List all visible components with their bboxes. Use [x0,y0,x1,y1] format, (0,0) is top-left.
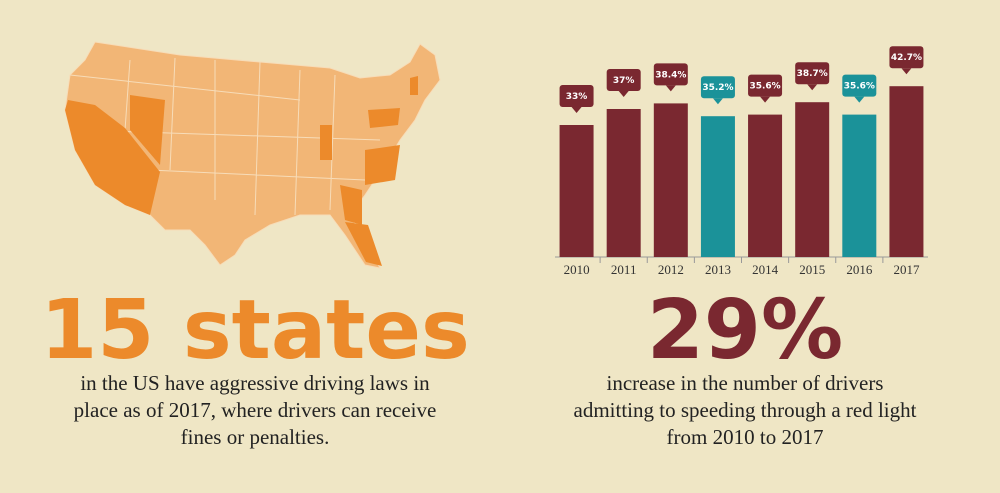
value-label-pointer [901,68,912,75]
value-label: 38.7% [797,69,828,79]
bar [653,103,688,258]
value-label-box [748,74,783,97]
bar-chart: 2010 33% 2011 37% 2012 38.4% 2013 35.2% 2014 35.6… [555,46,928,277]
us-map [64,41,441,269]
value-label-box [889,46,924,69]
x-tick-label: 2010 [564,262,590,277]
value-label-box [795,62,830,85]
x-tick-label: 2015 [799,262,825,277]
value-label-box [653,63,688,86]
x-tick-label: 2016 [846,262,873,277]
value-label: 35.2% [702,83,733,93]
bar [795,102,830,257]
value-label-pointer [571,107,582,113]
value-label: 42.7% [891,53,922,63]
x-tick-label: 2014 [752,262,779,277]
value-label: 35.6% [844,82,875,92]
value-label: 33% [566,92,588,102]
value-label-box [842,74,877,97]
value-label: 38.4% [655,70,686,80]
value-label: 37% [613,76,635,86]
description-line: admitting to speeding through a red ligh… [574,398,917,422]
x-tick-label: 2011 [611,262,637,277]
bar [559,125,594,257]
bar [700,116,735,257]
x-tick-label: 2013 [705,262,731,277]
value-label-pointer [760,96,771,103]
x-tick-label: 2012 [658,262,684,277]
bar [842,114,877,257]
description-line: from 2010 to 2017 [667,425,824,449]
value-label-box [606,69,641,91]
value-label-pointer [712,98,723,105]
description-line: fines or penalties. [181,425,330,449]
value-label-pointer [854,96,865,103]
description-line: place as of 2017, where drivers can rece… [74,398,437,422]
value-label-pointer [665,85,676,92]
value-label-pointer [807,84,818,91]
description-line: in the US have aggressive driving laws i… [80,371,430,395]
bar [748,114,783,257]
description-line: increase in the number of drivers [607,371,884,395]
headline: 15 states [40,283,470,378]
value-label-box [559,85,594,107]
value-label-pointer [618,91,629,97]
bar [889,86,924,257]
x-tick-label: 2017 [893,262,920,277]
bar [606,109,641,257]
value-label-box [700,76,735,99]
value-label: 35.6% [749,82,780,92]
headline: 29% [647,283,843,378]
